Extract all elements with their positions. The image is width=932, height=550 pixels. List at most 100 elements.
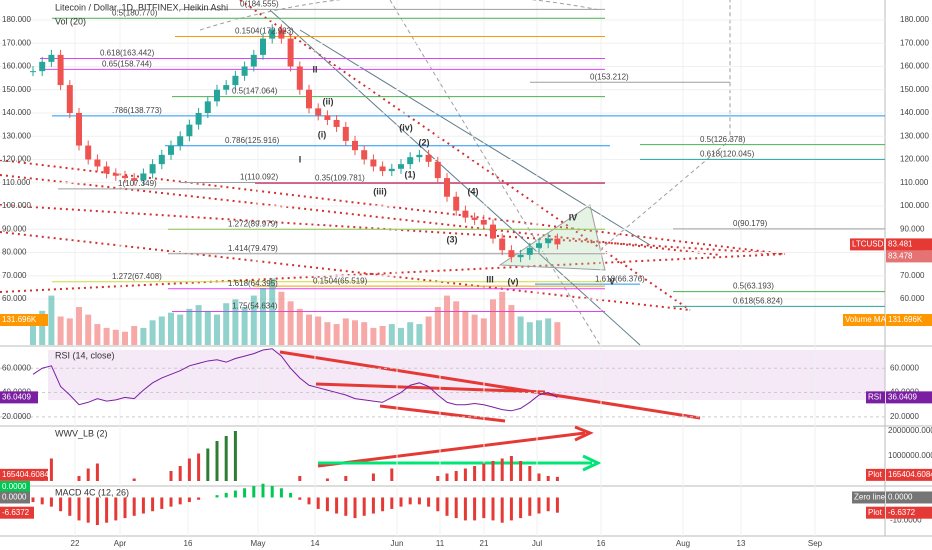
fib-label: 0(90.179): [733, 219, 768, 228]
macd-bar: [123, 497, 127, 519]
volume-bar: [296, 308, 303, 345]
date-label: 13: [737, 539, 746, 548]
date-label: 16: [597, 539, 606, 548]
date-label: 11: [436, 539, 445, 548]
wave-label: IV: [569, 212, 578, 222]
wave-label: (ii): [323, 96, 334, 106]
rsi-tick-label: 20.0000: [2, 412, 31, 421]
vol-ma-badge-box: [0, 314, 48, 326]
wwv-bar: [528, 466, 532, 481]
date-label: Apr: [114, 539, 127, 548]
wwv-badge-box: [0, 468, 48, 481]
wwv-badge-box: [886, 468, 932, 481]
candle-body: [480, 219, 487, 225]
macd-bar: [77, 497, 81, 521]
macd-bar: [519, 497, 523, 519]
candle-body: [57, 54, 64, 86]
wwv-bar: [344, 476, 348, 481]
macd-badge: -6.6372: [2, 508, 30, 517]
macd-zero: 0.0000: [888, 493, 913, 502]
candle-body: [416, 154, 423, 158]
volume-bar: [66, 318, 73, 345]
candle-body: [545, 238, 552, 244]
volume-bar: [388, 324, 395, 345]
volume-bar: [241, 307, 248, 345]
volume-bar: [361, 322, 368, 345]
volume-bar: [168, 312, 174, 345]
volume-bar: [57, 316, 64, 345]
volume-bar: [260, 288, 266, 345]
wave-label: (3): [447, 234, 458, 244]
rsi-badge: 36.0409: [888, 392, 917, 401]
macd-zero: 0.0000: [2, 493, 27, 502]
macd-badge-box: [0, 506, 34, 519]
price-tick-label: 140.000: [2, 108, 31, 117]
volume-bar: [112, 329, 119, 345]
rsi-badge: 36.0409: [2, 392, 31, 401]
macd-title: MACD 4C (12, 26): [55, 487, 129, 497]
wwv-bar: [473, 466, 477, 481]
price-tick-label: 90.000: [2, 224, 27, 233]
candle-body: [39, 61, 46, 72]
volume-bar: [250, 295, 257, 345]
candle-body: [398, 164, 404, 169]
macd-bar: [95, 497, 99, 525]
candle-body: [140, 173, 147, 181]
wwv-bar: [436, 476, 440, 481]
date-label: 14: [311, 539, 320, 548]
wwv-bar: [187, 458, 191, 481]
wave-label: (i): [318, 129, 327, 139]
wwv-bar: [49, 458, 53, 481]
candle-body: [103, 166, 110, 174]
volume-bar: [526, 322, 533, 345]
candle-body: [379, 166, 386, 172]
volume-bar: [76, 307, 82, 345]
price-badge: 83.481: [888, 240, 913, 249]
wwv-bar: [445, 473, 449, 481]
fib-label: 1.272(89.979): [228, 219, 278, 228]
volume-bar: [462, 310, 469, 345]
rsi-line: [32, 348, 558, 412]
candle-body: [425, 154, 432, 162]
candle-body: [177, 136, 184, 146]
wwv-bar: [482, 463, 486, 481]
fib-label: 1(110.092): [240, 173, 278, 182]
wwv-bar: [546, 476, 550, 481]
price-tick-label: 130.000: [2, 131, 31, 140]
wwv-bar: [555, 476, 559, 481]
fib-label: 0.5(147.064): [232, 87, 278, 96]
macd-bar: [335, 497, 339, 514]
wwv-bar: [233, 431, 237, 481]
macd-bar: [316, 497, 320, 509]
macd-bar: [482, 497, 486, 519]
wwv-bar: [86, 468, 90, 481]
candle-body: [131, 178, 138, 181]
fib-label: .786(138.773): [112, 106, 162, 115]
price-tick-label: 180.000: [900, 15, 929, 24]
macd-bar: [381, 497, 385, 512]
candle-body: [223, 85, 230, 90]
wwv-bar: [537, 473, 541, 481]
wwv-zero-box: [0, 481, 30, 493]
macd-bar: [49, 497, 53, 507]
fib-label: 0.618(120.045): [700, 150, 755, 159]
price-tick-label: 70.000: [900, 271, 925, 280]
macd-bar: [546, 497, 550, 512]
volume-bar: [480, 318, 487, 345]
wwv-bar: [206, 448, 210, 481]
candle-body: [315, 108, 322, 116]
symbol-badge: LTCUSD: [852, 240, 884, 249]
date-label: Jun: [391, 539, 404, 548]
vol-ma-badge: 131.696K: [888, 315, 923, 324]
fib-label: 1(107.349): [118, 179, 157, 188]
fib-label: 0.1504(65.519): [313, 276, 368, 285]
candle-body: [94, 159, 101, 167]
macd-bar: [555, 497, 559, 513]
macd-bar: [399, 497, 403, 507]
wave-label: II: [312, 64, 317, 74]
fib-label: 0.786(125.916): [225, 136, 280, 145]
candle-body: [48, 54, 55, 62]
rsi-name-box: [866, 391, 885, 404]
wwv-bar: [454, 471, 458, 481]
macd-bar: [473, 497, 477, 521]
